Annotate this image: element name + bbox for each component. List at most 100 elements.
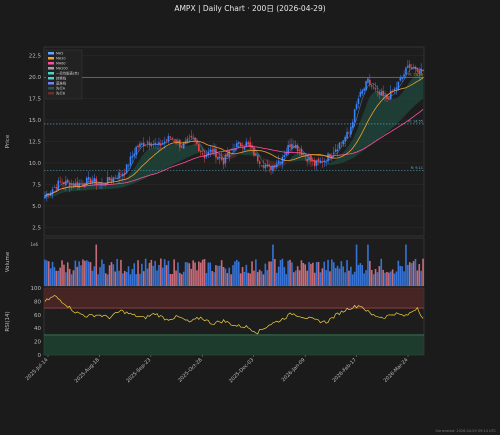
candle	[294, 144, 297, 149]
candle	[217, 156, 219, 160]
candle	[53, 186, 56, 188]
ichimoku-cloud-segment	[329, 162, 332, 165]
candle	[344, 136, 346, 142]
candle	[139, 143, 141, 148]
candle	[101, 183, 103, 186]
legend-swatch	[48, 87, 54, 90]
candle	[342, 140, 345, 145]
candle	[55, 186, 58, 189]
candle	[131, 155, 134, 158]
candle	[289, 144, 291, 148]
candle	[245, 141, 248, 147]
ichimoku-cloud-segment	[369, 94, 372, 146]
ichimoku-cloud-segment	[326, 163, 329, 165]
volume-bar	[222, 267, 225, 286]
ichimoku-cloud-segment	[162, 147, 165, 170]
volume-bar	[101, 259, 103, 286]
candle	[243, 146, 246, 150]
ichimoku-cloud-segment	[267, 159, 270, 166]
price-tick-label: 2.5	[32, 225, 41, 231]
candle	[236, 143, 238, 148]
ichimoku-cloud-segment	[331, 161, 334, 165]
candle	[260, 165, 263, 166]
candle	[146, 141, 149, 143]
ichimoku-cloud-segment	[160, 147, 163, 171]
candle	[51, 189, 54, 195]
volume-bar	[255, 259, 257, 286]
candle	[312, 160, 314, 162]
ichimoku-cloud-segment	[92, 183, 95, 190]
ichimoku-cloud-segment	[286, 161, 289, 165]
ichimoku-cloud-segment	[166, 145, 169, 169]
candle	[416, 68, 419, 72]
volume-bar	[209, 262, 212, 286]
volume-bar	[321, 268, 324, 286]
candle	[293, 145, 295, 148]
volume-bar	[99, 267, 101, 286]
candle	[281, 156, 284, 165]
ichimoku-cloud-segment	[250, 148, 253, 156]
candle	[351, 122, 354, 128]
candle	[274, 165, 276, 168]
candle	[270, 166, 272, 171]
ichimoku-cloud-segment	[388, 98, 391, 131]
ichimoku-cloud-segment	[411, 77, 414, 109]
legend-swatch	[48, 82, 54, 85]
volume-bar	[125, 272, 128, 286]
volume-bar	[95, 244, 98, 286]
price-tick-label: 20.0	[29, 75, 42, 81]
volume-bar	[264, 263, 267, 286]
legend-entry: 基准线	[56, 81, 67, 86]
volume-bar	[365, 270, 367, 286]
rsi-axis-label: RSI(14)	[5, 311, 11, 331]
candle	[46, 193, 48, 197]
volume-bar	[110, 262, 113, 286]
ichimoku-cloud-segment	[177, 143, 180, 163]
volume-bar	[160, 258, 162, 286]
rsi-zone-0	[44, 288, 424, 309]
ichimoku-cloud-segment	[373, 91, 376, 143]
candle	[405, 67, 407, 75]
candle	[338, 142, 341, 149]
candle	[384, 95, 386, 96]
candle	[277, 160, 280, 164]
ichimoku-cloud-segment	[113, 183, 116, 189]
ichimoku-cloud-segment	[143, 151, 146, 180]
volume-bar	[68, 268, 71, 286]
volume-bar	[106, 274, 109, 286]
volume-bar	[315, 262, 318, 286]
ichimoku-cloud-segment	[413, 75, 416, 107]
legend-swatch	[48, 67, 54, 70]
volume-bar	[108, 265, 111, 286]
candle	[401, 77, 403, 80]
volume-bar	[215, 265, 217, 286]
candle	[114, 177, 117, 179]
ichimoku-cloud-segment	[193, 144, 196, 155]
volume-bar	[104, 273, 107, 286]
volume-bar	[338, 268, 341, 286]
candle	[258, 161, 261, 164]
candle	[59, 181, 61, 182]
ichimoku-cloud-segment	[153, 147, 156, 175]
candle	[192, 136, 194, 138]
candle	[403, 74, 405, 77]
candle	[141, 143, 143, 145]
volume-bar	[378, 266, 381, 286]
candle	[68, 182, 71, 187]
ichimoku-cloud-segment	[130, 170, 133, 185]
volume-bar	[334, 267, 337, 286]
ichimoku-cloud-segment	[185, 145, 188, 159]
candle	[103, 185, 105, 186]
volume-bar	[285, 274, 288, 286]
volume-bar	[217, 265, 219, 286]
volume-bar	[211, 270, 213, 286]
ichimoku-cloud-segment	[419, 74, 422, 102]
candle	[408, 64, 411, 68]
ichimoku-cloud-segment	[170, 144, 173, 167]
candle	[80, 182, 82, 184]
ichimoku-cloud-segment	[90, 184, 93, 190]
volume-bar	[241, 267, 244, 286]
candle	[346, 131, 348, 139]
volume-bar	[76, 266, 79, 286]
candle	[120, 174, 122, 176]
